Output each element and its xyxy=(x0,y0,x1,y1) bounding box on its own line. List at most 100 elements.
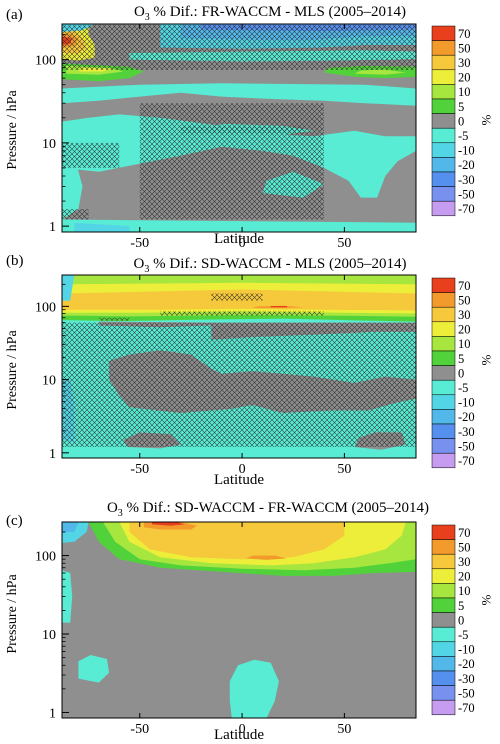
contour-region xyxy=(74,222,130,232)
plot-frame xyxy=(61,23,417,233)
colorbar-swatch xyxy=(431,641,456,657)
colorbar-label: -5 xyxy=(458,129,468,143)
colorbar-swatch xyxy=(431,539,456,555)
colorbar-label: 20 xyxy=(458,323,471,337)
colorbar-swatch xyxy=(431,612,456,628)
colorbar-swatch xyxy=(431,394,456,410)
significance-hatch xyxy=(160,311,324,316)
colorbar-swatch xyxy=(431,69,456,85)
significance-hatch xyxy=(62,142,120,168)
contour-region xyxy=(62,275,75,301)
colorbar-label: -10 xyxy=(458,144,475,158)
contour-region xyxy=(62,570,73,623)
y-ticks: 1 10 100 xyxy=(35,34,69,235)
colorbar-swatch xyxy=(431,553,456,570)
y-ticks: 1 10 100 xyxy=(35,283,69,462)
colorbar-label: -20 xyxy=(458,410,475,424)
panel-label: (b) xyxy=(6,253,24,269)
colorbar-swatch xyxy=(431,113,456,129)
y-tick-label: 1 xyxy=(49,447,56,462)
colorbar-label: -70 xyxy=(458,454,475,468)
colorbar-swatch xyxy=(431,98,456,114)
x-tick-label: 0 xyxy=(239,462,246,477)
significance-hatch xyxy=(211,293,263,301)
colorbar-label: 30 xyxy=(458,555,471,569)
colorbar-label: -20 xyxy=(458,657,475,671)
panel-a: (a) O3 % Dif.: FR-WACCM - MLS (2005–2014… xyxy=(5,4,494,251)
colorbar-swatch xyxy=(431,25,456,41)
colorbar-label: 5 xyxy=(458,599,464,613)
panel-label: (a) xyxy=(6,7,23,23)
contour-region xyxy=(62,275,416,285)
colorbar-label: 5 xyxy=(458,100,464,114)
colorbar-swatch xyxy=(431,171,456,187)
colorbar-swatch xyxy=(431,423,456,439)
y-tick-label: 1 xyxy=(49,706,56,721)
colorbar-swatch xyxy=(431,321,456,337)
colorbar-swatch xyxy=(431,524,456,540)
colorbar-label: 50 xyxy=(458,41,471,55)
colorbar-label: -30 xyxy=(458,173,475,187)
colorbar-swatch xyxy=(431,306,456,323)
colorbar-swatch xyxy=(431,656,456,672)
colorbar-unit-label: % xyxy=(479,115,494,126)
colorbar-label: 70 xyxy=(458,279,471,293)
colorbar-label: 70 xyxy=(458,27,471,41)
x-ticks: -50 0 50 xyxy=(130,275,351,477)
contour-region xyxy=(129,522,345,560)
colorbar-label: 10 xyxy=(458,85,471,99)
y-axis-label: Pressure / hPa xyxy=(5,574,20,654)
colorbar-label: 20 xyxy=(458,570,471,584)
contour-region xyxy=(270,306,288,308)
colorbar-swatch xyxy=(431,142,456,158)
colorbar-swatch xyxy=(431,699,456,716)
significance-hatch xyxy=(62,209,89,220)
colorbar-label: -5 xyxy=(458,628,468,642)
x-tick-label: -50 xyxy=(130,236,149,251)
colorbar-swatch xyxy=(431,84,456,100)
x-tick-label: 0 xyxy=(239,722,246,737)
colorbar-unit-label: % xyxy=(479,595,494,606)
colorbar-label: 10 xyxy=(458,584,471,598)
colorbar-label: -5 xyxy=(458,381,468,395)
colorbar-label: -30 xyxy=(458,425,475,439)
y-tick-label: 100 xyxy=(35,550,56,565)
x-tick-label: 50 xyxy=(337,236,351,251)
x-axis-label: Latitude xyxy=(214,231,264,247)
colorbar-label: 10 xyxy=(458,337,471,351)
plot-frame xyxy=(61,274,417,459)
colorbar-swatch xyxy=(431,670,456,686)
y-ticks: 1 10 100 xyxy=(35,531,69,721)
colorbar-swatch xyxy=(431,365,456,381)
colorbar-label: -10 xyxy=(458,643,475,657)
panel-c: (c) O3 % Dif.: SD-WACCM - FR-WACCM (2005… xyxy=(5,500,494,743)
contour-region xyxy=(62,219,416,232)
contour-region xyxy=(62,83,416,106)
y-tick-label: 10 xyxy=(42,628,56,643)
colorbar-swatch xyxy=(431,685,456,701)
colorbar-swatch xyxy=(431,292,456,308)
x-tick-label: 50 xyxy=(337,722,351,737)
x-axis-label: Latitude xyxy=(214,472,264,488)
plot-area xyxy=(62,275,416,458)
panel-b: (b) O3 % Dif.: SD-WACCM - MLS (2005–2014… xyxy=(5,253,494,488)
colorbar-label: -50 xyxy=(458,187,475,201)
colorbar-swatch xyxy=(431,350,456,366)
colorbar-label: 0 xyxy=(458,366,464,380)
significance-hatch xyxy=(98,317,130,321)
panel-title: O3 % Dif.: SD-WACCM - MLS (2005–2014) xyxy=(134,256,407,275)
y-tick-label: 10 xyxy=(42,374,56,389)
colorbar-label: 30 xyxy=(458,308,471,322)
colorbar-swatch xyxy=(431,409,456,425)
contour-region xyxy=(62,522,79,532)
colorbar-swatch xyxy=(431,379,456,396)
colorbar-label: -70 xyxy=(458,202,475,216)
x-ticks: -50 0 50 xyxy=(130,522,351,737)
colorbar-swatch xyxy=(431,277,456,293)
plot-frame xyxy=(61,521,417,719)
colorbar-unit-label: % xyxy=(479,355,494,366)
y-tick-label: 1 xyxy=(49,220,56,235)
colorbar-swatch xyxy=(431,200,456,217)
colorbar-label: -50 xyxy=(458,686,475,700)
x-axis-label: Latitude xyxy=(214,727,264,743)
